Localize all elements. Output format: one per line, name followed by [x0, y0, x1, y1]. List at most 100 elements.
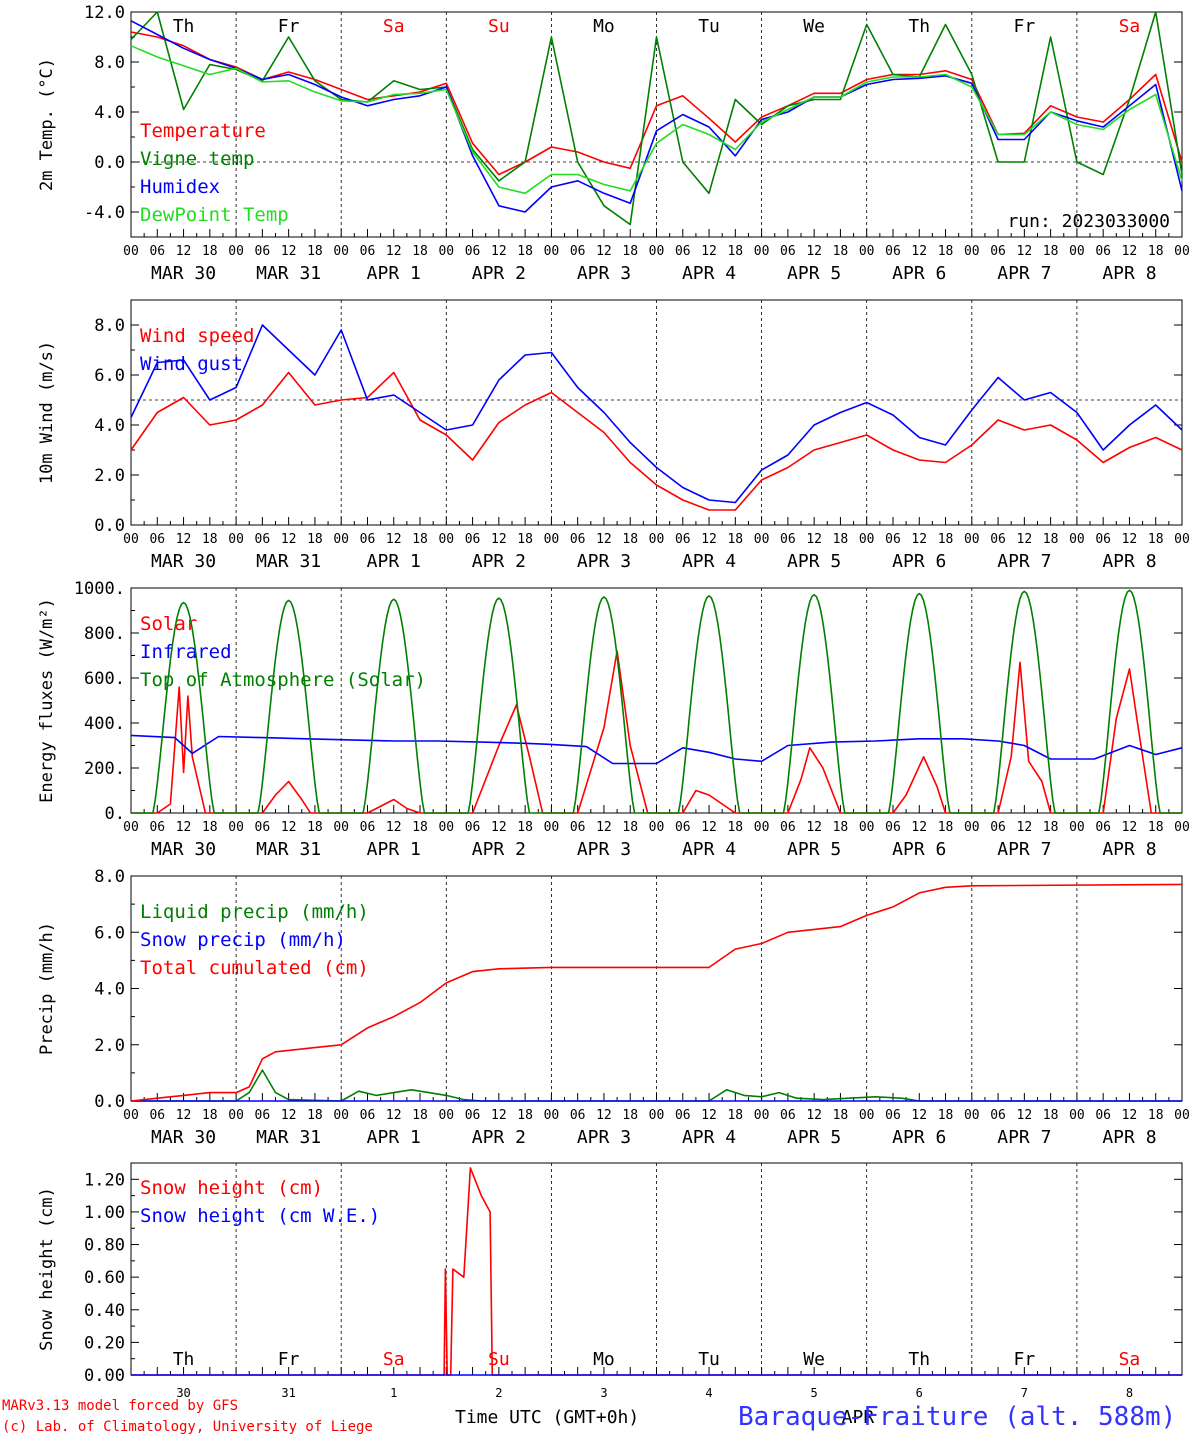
x-hour-label: 12 — [386, 1108, 402, 1123]
x-hour-label: 12 — [911, 532, 927, 547]
x-month-label: APR — [842, 1407, 875, 1428]
x-hour-label: 12 — [701, 244, 717, 259]
y-tick-label: 600. — [84, 669, 125, 689]
x-hour-label: 12 — [806, 820, 822, 835]
y-tick-label: 1000. — [74, 579, 125, 599]
x-date-label: MAR 31 — [256, 263, 321, 284]
x-date-label: APR 3 — [577, 1127, 631, 1148]
x-hour-label: 00 — [544, 820, 560, 835]
x-hour-label: 00 — [123, 1108, 139, 1123]
series-line-dewpoint-temp — [130, 45, 1183, 195]
x-date-label: APR 3 — [577, 839, 631, 860]
x-hour-label: 12 — [281, 1108, 297, 1123]
y-axis-label: Energy fluxes (W/m²) — [37, 598, 57, 803]
x-hour-label: 00 — [333, 820, 349, 835]
y-tick-label: 6.0 — [94, 366, 125, 386]
x-hour-label: 18 — [517, 1108, 533, 1123]
x-hour-label: 06 — [570, 1108, 586, 1123]
series-line-humidex — [130, 20, 1183, 213]
panel-precip: 0.0 2.0 4.0 6.0 8.0 Precip (mm/h) 00 06 12 18 MAR … — [37, 867, 1190, 1148]
x-hour-label: 00 — [1069, 532, 1085, 547]
series-line-vigne-temp — [130, 11, 1183, 226]
x-hour-label: 00 — [964, 244, 980, 259]
x-date-label: APR 4 — [682, 839, 736, 860]
x-hour-label: 06 — [360, 1108, 376, 1123]
x-hour-label: 12 — [386, 244, 402, 259]
y-tick-label: 4.0 — [94, 416, 125, 436]
x-hour-label: 12 — [1017, 1108, 1033, 1123]
x-hour-label: 12 — [911, 1108, 927, 1123]
x-hour-label: 00 — [964, 532, 980, 547]
x-date-label: APR 5 — [787, 263, 841, 284]
x-hour-label: 00 — [1174, 532, 1190, 547]
x-hour-label: 18 — [307, 1108, 323, 1123]
x-hour-label: 00 — [964, 1108, 980, 1123]
y-tick-label: 0.20 — [84, 1333, 125, 1353]
x-hour-label: 12 — [1122, 820, 1138, 835]
x-hour-label: 06 — [360, 532, 376, 547]
y-tick-label: 12.0 — [84, 3, 125, 23]
x-date-label: MAR 30 — [151, 1127, 216, 1148]
legend-entry: Solar — [140, 613, 197, 635]
series-line-liquid-precip-mm-h — [131, 1069, 1182, 1102]
x-hour-label: 00 — [228, 532, 244, 547]
x-hour-label: 18 — [727, 820, 743, 835]
x-hour-label: 00 — [544, 1108, 560, 1123]
x-hour-label: 12 — [596, 820, 612, 835]
x-hour-label: 00 — [1174, 1108, 1190, 1123]
x-hour-label: 12 — [701, 532, 717, 547]
x-hour-label: 00 — [754, 532, 770, 547]
x-date-label: APR 6 — [892, 551, 946, 572]
series-line-top-of-atmosphere-solar — [131, 589, 1182, 814]
plot-frame — [130, 587, 1183, 814]
x-hour-label: 06 — [885, 1108, 901, 1123]
station-title: Baraque-Fraiture (alt. 588m) — [738, 1402, 1177, 1432]
x-hour-label: 12 — [596, 244, 612, 259]
y-tick-label: 200. — [84, 759, 125, 779]
x-date-label: MAR 31 — [256, 839, 321, 860]
x-hour-label: 18 — [727, 244, 743, 259]
x-hour-label: 06 — [570, 244, 586, 259]
weekday-label: We — [803, 16, 825, 37]
legend-entry: Infrared — [140, 641, 232, 663]
x-hour-label: 18 — [1148, 820, 1164, 835]
x-date-label: APR 6 — [892, 1127, 946, 1148]
x-hour-label: 12 — [491, 532, 507, 547]
x-hour-label: 12 — [491, 1108, 507, 1123]
x-date-label: APR 7 — [997, 263, 1051, 284]
x-date-label: APR 4 — [682, 263, 736, 284]
x-hour-label: 06 — [149, 244, 165, 259]
x-hour-label: 18 — [1043, 532, 1059, 547]
x-hour-label: 18 — [1148, 244, 1164, 259]
x-date-label: APR 5 — [787, 551, 841, 572]
x-hour-label: 12 — [1122, 1108, 1138, 1123]
x-date-label: APR 2 — [472, 1127, 526, 1148]
legend-entry: Snow height (cm) — [140, 1177, 323, 1199]
legend-entry: Liquid precip (mm/h) — [140, 901, 369, 923]
x-date-label: APR 7 — [997, 551, 1051, 572]
x-hour-label: 06 — [675, 532, 691, 547]
x-hour-label: 18 — [307, 532, 323, 547]
x-hour-label: 00 — [859, 244, 875, 259]
weekday-label: Fr — [278, 16, 300, 37]
x-day-number: 1 — [390, 1386, 397, 1400]
legend-entry: Wind gust — [140, 353, 243, 375]
x-hour-label: 12 — [176, 244, 192, 259]
x-date-label: MAR 31 — [256, 551, 321, 572]
footer-model: MARv3.13 model forced by GFS — [2, 1398, 239, 1414]
x-hour-label: 00 — [333, 244, 349, 259]
x-hour-label: 06 — [675, 1108, 691, 1123]
x-hour-label: 12 — [911, 244, 927, 259]
x-hour-label: 06 — [1095, 244, 1111, 259]
x-hour-label: 06 — [675, 820, 691, 835]
x-hour-label: 06 — [149, 820, 165, 835]
x-hour-label: 18 — [622, 532, 638, 547]
x-hour-label: 18 — [202, 244, 218, 259]
legend-entry: Snow height (cm W.E.) — [140, 1205, 380, 1227]
weekday-label: Sa — [1119, 1349, 1141, 1370]
x-date-label: APR 6 — [892, 839, 946, 860]
x-day-number: 2 — [495, 1386, 502, 1400]
x-date-label: MAR 30 — [151, 551, 216, 572]
x-date-label: APR 5 — [787, 839, 841, 860]
y-axis-label: 2m Temp. (°C) — [37, 58, 57, 191]
